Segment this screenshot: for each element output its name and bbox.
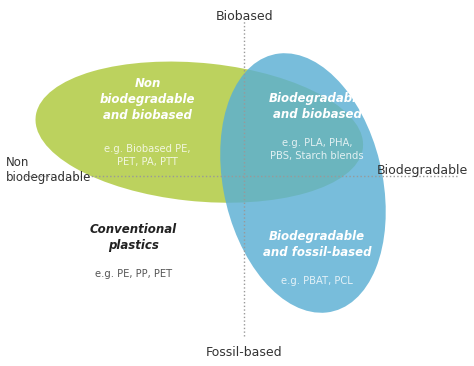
Ellipse shape [36,61,363,203]
Text: Non
biodegradable
and biobased: Non biodegradable and biobased [100,77,195,122]
Text: e.g. PLA, PHA,
PBS, Starch blends: e.g. PLA, PHA, PBS, Starch blends [270,138,364,161]
Text: Biodegradable: Biodegradable [377,164,468,177]
Ellipse shape [220,53,386,313]
Text: Biodegradable
and biobased: Biodegradable and biobased [269,92,365,121]
Text: e.g. Biobased PE,
PET, PA, PTT: e.g. Biobased PE, PET, PA, PTT [104,144,191,167]
Text: Biobased: Biobased [215,11,273,23]
Text: Non
biodegradable: Non biodegradable [6,156,91,184]
Text: Conventional
plastics: Conventional plastics [90,223,177,252]
Text: Biodegradable
and fossil-based: Biodegradable and fossil-based [263,230,371,259]
Text: Fossil-based: Fossil-based [206,346,283,359]
Text: e.g. PE, PP, PET: e.g. PE, PP, PET [95,269,172,279]
Text: e.g. PBAT, PCL: e.g. PBAT, PCL [281,276,353,286]
